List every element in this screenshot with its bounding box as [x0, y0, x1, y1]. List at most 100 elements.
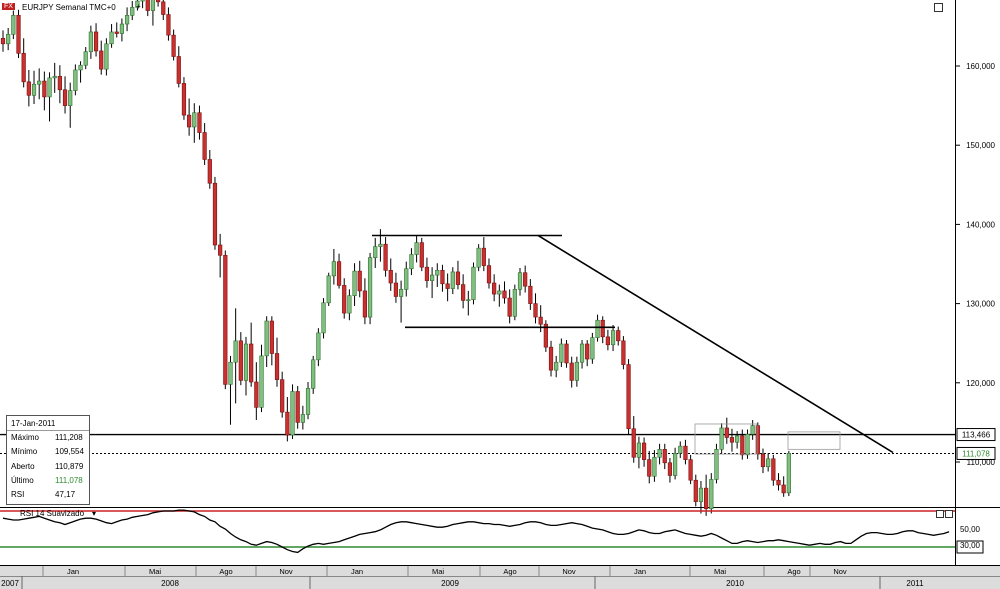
candle-body — [745, 433, 750, 456]
candle-body — [114, 31, 119, 34]
rsi-menu-arrow[interactable]: ▾ — [92, 509, 97, 518]
price-tag-box — [956, 446, 996, 460]
candle-body — [285, 411, 290, 436]
candle-body — [419, 242, 424, 268]
candle-body — [548, 346, 554, 371]
candle-body — [688, 459, 693, 481]
candle-body — [88, 31, 93, 53]
candle-body — [672, 452, 678, 476]
candle-body — [0, 37, 6, 45]
candle-body — [709, 479, 714, 510]
candle-body — [223, 254, 228, 385]
candle-body — [621, 340, 626, 365]
candle-body — [636, 442, 642, 458]
rsi-minimize-icon[interactable] — [936, 510, 944, 518]
downtrend-line — [537, 234, 894, 454]
candle-body — [543, 323, 548, 348]
candle-body — [26, 81, 31, 96]
candle-body — [750, 425, 755, 435]
candle-body — [124, 15, 130, 25]
candle-body — [264, 320, 269, 357]
candle-body — [280, 379, 285, 413]
candle-body — [331, 261, 336, 277]
candle-body — [187, 114, 192, 128]
candle-body — [714, 449, 719, 480]
candle-body — [559, 343, 564, 363]
candle-body — [383, 243, 388, 271]
candle-body — [414, 242, 419, 255]
price-tag-label: 111,078 — [962, 449, 990, 458]
candle-body — [83, 51, 88, 66]
candle-body — [631, 428, 636, 458]
candle-body — [119, 23, 125, 34]
candle-body — [104, 43, 109, 70]
candle-body — [47, 77, 52, 98]
candle-body — [62, 89, 68, 106]
candle-body — [605, 336, 610, 346]
candle-body — [523, 272, 528, 287]
candle-body — [197, 112, 202, 133]
candle-body — [373, 246, 378, 258]
candle-body — [641, 442, 647, 460]
price-tag-label: 113,466 — [962, 431, 991, 440]
label-rsi: RSI — [11, 490, 25, 499]
candle-body — [760, 453, 766, 468]
consolidation-box — [787, 431, 841, 450]
rsi-panel — [0, 508, 955, 565]
candle-body — [11, 15, 16, 35]
label-ultimo: Último — [11, 476, 34, 485]
value-ultimo: 111,078 — [55, 476, 83, 485]
candle-body — [657, 449, 662, 458]
candle-body — [176, 56, 181, 84]
candle-body — [445, 283, 450, 289]
candle-body — [218, 244, 223, 256]
candle-body — [600, 319, 605, 338]
rsi-close-icon[interactable] — [945, 510, 953, 518]
add-indicator-button[interactable]: + — [136, 2, 141, 11]
candle-body — [305, 388, 311, 415]
price-axis — [955, 0, 1000, 507]
month-label: Ago — [787, 567, 800, 576]
candle-body — [512, 289, 517, 317]
value-rsi: 47,17 — [55, 490, 76, 499]
candle-body — [647, 459, 652, 477]
candle-body — [171, 34, 176, 57]
candle-body — [781, 484, 786, 494]
candle-body — [735, 435, 740, 443]
price-tag-box — [956, 428, 996, 442]
candle-body — [336, 261, 342, 286]
value-aberto: 110,879 — [55, 462, 84, 471]
candle-body — [533, 303, 538, 318]
y-tick-label: 150,000 — [966, 141, 995, 150]
candle-body — [16, 15, 21, 54]
trend-drawings — [372, 234, 894, 455]
candle-body — [254, 381, 259, 408]
year-label: 2008 — [161, 579, 179, 588]
candle-body — [698, 487, 704, 502]
rsi-level-label: 30,00 — [960, 541, 981, 550]
candle-body — [233, 340, 238, 363]
candle-body — [357, 270, 362, 292]
fx-icon: FX — [2, 3, 15, 10]
price-axis-ticks: 160,000 150,000 140,000 130,000 120,000 110,0… — [955, 62, 996, 467]
candle-body — [37, 80, 42, 85]
year-label: 2011 — [906, 579, 924, 588]
candle-body — [393, 282, 399, 297]
candle-body — [652, 456, 657, 477]
maximize-panel-icon[interactable] — [934, 3, 943, 12]
candle-body — [724, 427, 729, 438]
consolidation-box — [694, 423, 758, 455]
candle-body — [450, 271, 455, 289]
candle-body — [192, 112, 197, 128]
candle-body — [616, 330, 621, 342]
candle-body — [771, 458, 776, 481]
y-tick-label: 160,000 — [966, 62, 995, 71]
candle-body — [388, 270, 393, 284]
price-tags: 113,466 111,078 — [956, 428, 996, 460]
label-aberto: Aberto — [11, 462, 35, 471]
candle-body — [398, 289, 404, 297]
candle-body — [378, 243, 383, 247]
month-label: Mai — [714, 567, 726, 576]
candle-body — [683, 445, 688, 460]
label-minimo: Mínimo — [11, 447, 38, 456]
